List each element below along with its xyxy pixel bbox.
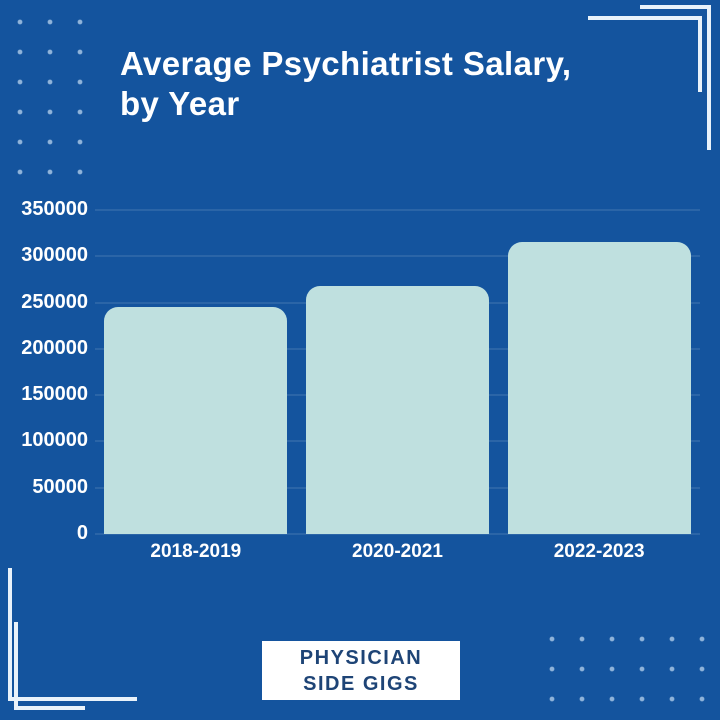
bar — [306, 285, 489, 534]
dot-grid-top-left-decoration — [5, 7, 95, 187]
y-tick-label: 250000 — [21, 290, 88, 313]
y-gridline — [95, 209, 700, 211]
y-tick-label: 350000 — [21, 198, 88, 220]
x-tick-label: 2018-2019 — [150, 541, 242, 562]
corner-bracket-outer-bottom-left — [8, 568, 137, 701]
x-tick-label: 2020-2021 — [352, 541, 443, 562]
y-tick-label: 300000 — [21, 244, 88, 267]
dot-grid-bottom-right-decoration — [537, 624, 717, 714]
page-title: Average Psychiatrist Salary, by Year — [120, 44, 571, 124]
y-tick-label: 150000 — [21, 383, 88, 406]
logo-badge: PHYSICIAN SIDE GIGS — [262, 641, 460, 700]
y-tick-label: 100000 — [21, 429, 88, 452]
y-tick-label: 0 — [76, 522, 88, 544]
logo-line-2: SIDE GIGS — [303, 672, 419, 695]
y-gridline — [95, 255, 700, 258]
y-tick-label: 50000 — [32, 475, 88, 498]
title-line-1: Average Psychiatrist Salary, — [120, 45, 572, 82]
x-tick-label: 2022-2023 — [553, 541, 645, 562]
bar — [104, 307, 288, 534]
corner-bracket-outer-top-right — [640, 5, 711, 150]
logo-line-1: PHYSICIAN — [299, 646, 423, 669]
corner-bracket-inner-bottom-left — [14, 622, 85, 710]
title-line-2: by Year — [120, 85, 240, 122]
y-tick-label: 200000 — [21, 336, 88, 359]
bar — [507, 242, 691, 534]
y-gridline — [95, 533, 700, 535]
corner-bracket-inner-top-right — [588, 16, 702, 92]
